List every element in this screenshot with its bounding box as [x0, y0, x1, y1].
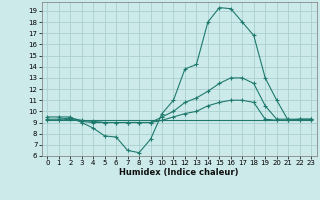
X-axis label: Humidex (Indice chaleur): Humidex (Indice chaleur)	[119, 168, 239, 177]
